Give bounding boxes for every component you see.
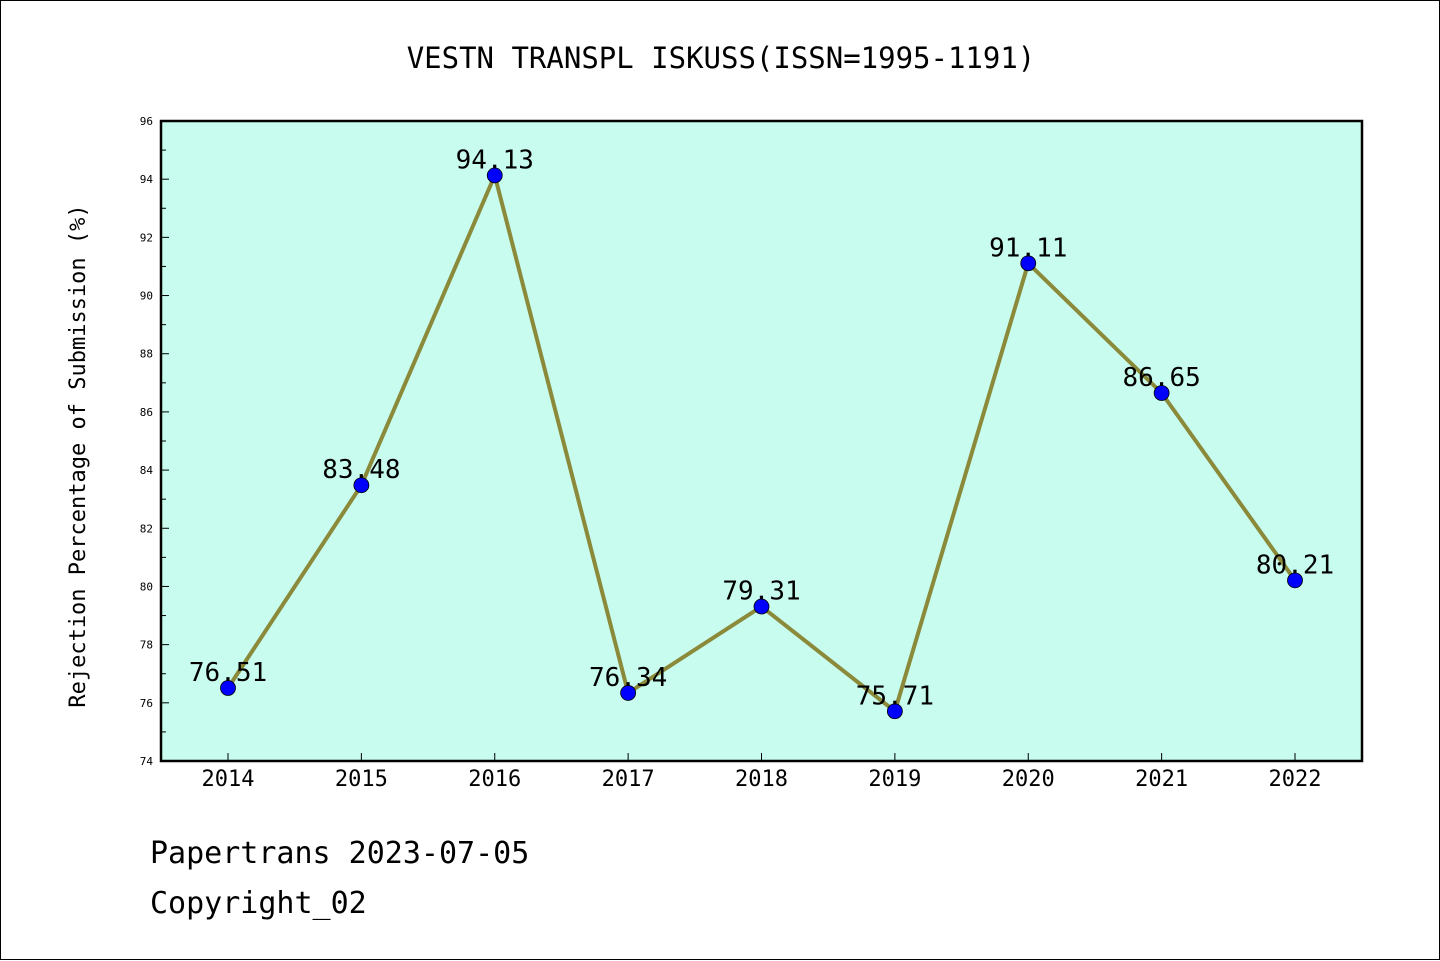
x-tick-label: 2022 — [1269, 767, 1322, 792]
chart-title: VESTN TRANSPL ISKUSS(ISSN=1995-1191) — [407, 41, 1036, 75]
x-tick-label: 2016 — [468, 767, 521, 792]
plot-area: 74 76 78 80 82 84 86 88 90 92 94 96 2014 2015 2016 2017… — [140, 115, 1364, 792]
y-tick-label: 92 — [140, 231, 153, 244]
x-tick-label: 2014 — [202, 767, 255, 792]
plot-border — [159, 119, 1364, 763]
y-tick-label: 90 — [140, 290, 153, 303]
y-tick-label: 84 — [140, 464, 154, 477]
data-point — [1153, 385, 1170, 401]
data-point — [486, 167, 503, 184]
data-label: 83.48 — [322, 455, 400, 485]
y-tick-label: 96 — [140, 115, 153, 128]
y-tick-label: 74 — [140, 755, 154, 768]
x-tick-label: 2017 — [602, 767, 655, 792]
data-label: 80.21 — [1256, 550, 1334, 580]
x-tick-label: 2019 — [868, 767, 921, 792]
x-tick-label: 2021 — [1135, 767, 1188, 792]
data-label: 76.34 — [589, 663, 667, 693]
x-tick-label: 2020 — [1002, 767, 1055, 792]
data-point — [620, 685, 637, 701]
data-point — [753, 598, 770, 615]
data-point — [886, 703, 903, 720]
plot-background — [161, 121, 1362, 761]
data-point — [1020, 255, 1037, 272]
x-tick-label: 2018 — [735, 767, 788, 792]
data-point — [353, 477, 370, 494]
y-tick-label: 78 — [140, 639, 153, 652]
data-label: 79.31 — [722, 577, 800, 607]
data-point — [220, 680, 236, 696]
data-label: 86.65 — [1122, 363, 1200, 393]
data-point — [1287, 572, 1303, 589]
data-label: 94.13 — [456, 145, 534, 175]
y-tick-label: 80 — [140, 580, 153, 593]
y-tick-label: 76 — [140, 697, 153, 710]
data-label: 75.71 — [856, 681, 934, 711]
y-tick-label: 94 — [140, 173, 154, 186]
data-label: 76.51 — [189, 658, 267, 688]
data-label: 91.11 — [989, 233, 1067, 263]
y-tick-label: 82 — [140, 522, 153, 535]
y-axis-label: Rejection Percentage of Submission (%) — [66, 204, 91, 707]
x-tick-label: 2015 — [335, 767, 388, 792]
y-tick-label: 88 — [140, 348, 153, 361]
footer-copyright-text: Copyright_02 — [150, 886, 367, 921]
y-tick-label: 86 — [140, 406, 153, 419]
footer-date-text: Papertrans 2023-07-05 — [150, 836, 530, 871]
